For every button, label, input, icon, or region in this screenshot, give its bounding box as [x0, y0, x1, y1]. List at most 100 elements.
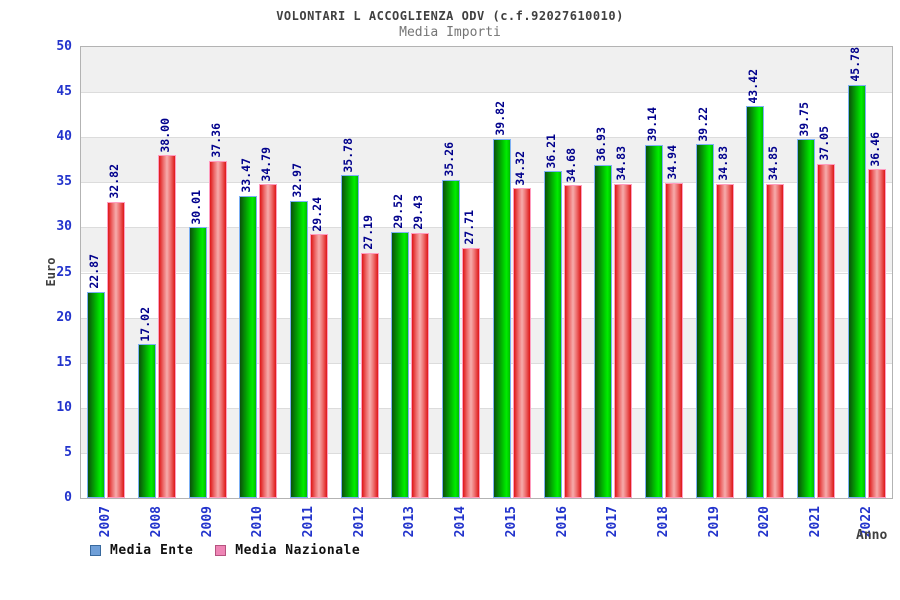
bar-value-label-media-nazionale-2017: 34.83 [614, 146, 629, 181]
bar-media-nazionale-2018 [664, 182, 683, 498]
bar-media-nazionale-2011 [310, 234, 329, 498]
bar-value-label-media-nazionale-2011: 29.24 [310, 196, 325, 232]
bar-value-label-media-ente-2018: 39.14 [644, 107, 659, 142]
gridline-45 [81, 92, 892, 93]
bar-media-ente-2020 [746, 106, 765, 498]
legend-swatch-media-nazionale-icon [215, 545, 227, 556]
x-tick-2014: 2014 [453, 506, 469, 538]
bar-value-label-media-nazionale-2019: 34.83 [715, 146, 730, 181]
bar-value-label-media-nazionale-2021: 37.05 [816, 126, 831, 161]
gridline-5 [81, 453, 892, 454]
bar-media-ente-2019 [695, 144, 714, 498]
bar-value-label-media-ente-2017: 36.93 [594, 127, 609, 162]
bar-value-label-media-nazionale-2014: 27.71 [462, 210, 477, 246]
gridline-35 [81, 182, 892, 183]
gridline-20 [81, 318, 892, 319]
gridline-10 [81, 408, 892, 409]
bar-media-nazionale-2012 [360, 252, 379, 498]
legend-swatch-media-ente-icon [90, 545, 101, 556]
x-tick-2013: 2013 [402, 506, 418, 538]
y-tick-15: 15 [56, 354, 72, 370]
y-tick-25: 25 [56, 264, 72, 280]
bar-media-nazionale-2022 [867, 169, 886, 498]
bar-media-ente-2021 [796, 139, 815, 498]
bar-value-label-media-ente-2010: 33.47 [239, 158, 254, 194]
bar-media-ente-2009 [188, 227, 207, 498]
x-tick-2008: 2008 [149, 506, 165, 538]
plot-area: 22.87 32.82 17.02 38.00 30.01 37.36 33.47 34.79… [80, 46, 893, 499]
bar-media-nazionale-2017 [614, 183, 633, 498]
bar-value-label-media-nazionale-2009: 37.36 [208, 123, 223, 159]
bar-value-label-media-nazionale-2022: 36.46 [867, 131, 882, 167]
bar-media-nazionale-2020 [766, 183, 785, 498]
y-tick-40: 40 [56, 129, 72, 145]
y-tick-30: 30 [56, 219, 72, 235]
bar-value-label-media-ente-2020: 43.42 [746, 68, 761, 104]
chart-subtitle: Media Importi [399, 25, 501, 40]
bar-media-nazionale-2013 [411, 232, 430, 498]
bar-media-nazionale-2019 [715, 183, 734, 498]
bar-media-nazionale-2021 [816, 163, 835, 498]
x-tick-2012: 2012 [351, 506, 367, 538]
bar-media-ente-2013 [391, 231, 410, 498]
x-axis-title: Anno [856, 528, 888, 543]
bar-value-label-media-nazionale-2020: 34.85 [766, 146, 781, 181]
gridline-25 [81, 273, 892, 274]
bar-media-ente-2012 [340, 175, 359, 498]
bar-media-nazionale-2015 [512, 188, 531, 498]
x-tick-2010: 2010 [250, 506, 266, 538]
x-tick-2017: 2017 [605, 506, 621, 538]
bar-value-label-media-nazionale-2018: 34.94 [664, 145, 679, 180]
y-tick-10: 10 [56, 399, 72, 415]
bar-media-ente-2016 [543, 171, 562, 498]
x-tick-2009: 2009 [199, 506, 215, 538]
bar-value-label-media-nazionale-2015: 34.32 [512, 150, 527, 186]
bar-value-label-media-nazionale-2012: 27.19 [360, 215, 375, 250]
bar-media-ente-2022 [847, 85, 866, 498]
y-tick-50: 50 [56, 39, 72, 54]
bar-media-ente-2018 [644, 144, 663, 498]
bar-media-ente-2014 [442, 179, 461, 498]
bar-media-nazionale-2007 [107, 201, 126, 498]
bar-media-ente-2011 [290, 200, 309, 498]
bar-value-label-media-nazionale-2016: 34.68 [563, 147, 578, 183]
bar-value-label-media-ente-2008: 17.02 [138, 306, 153, 342]
y-tick-35: 35 [56, 174, 72, 190]
y-tick-0: 0 [64, 490, 72, 505]
bar-media-nazionale-2016 [563, 185, 582, 498]
x-tick-2011: 2011 [301, 506, 317, 538]
gridline-30 [81, 227, 892, 228]
x-tick-2007: 2007 [98, 506, 114, 538]
grid-band-45-50 [81, 47, 892, 93]
gridline-15 [81, 363, 892, 364]
x-tick-2020: 2020 [757, 506, 773, 538]
x-tick-2019: 2019 [706, 506, 722, 538]
x-tick-2021: 2021 [807, 506, 823, 538]
bar-media-nazionale-2014 [462, 248, 481, 498]
bar-media-nazionale-2009 [208, 161, 227, 498]
bar-media-ente-2015 [492, 138, 511, 498]
legend-item-media-nazionale: Media Nazionale [215, 543, 360, 558]
bar-value-label-media-ente-2011: 32.97 [290, 163, 305, 198]
bar-media-ente-2007 [87, 291, 106, 498]
bar-value-label-media-ente-2021: 39.75 [796, 101, 811, 137]
x-tick-2016: 2016 [554, 506, 570, 538]
bar-value-label-media-ente-2019: 39.22 [695, 106, 710, 142]
y-tick-20: 20 [56, 309, 72, 325]
bar-value-label-media-ente-2012: 35.78 [340, 137, 355, 173]
bar-value-label-media-nazionale-2007: 32.82 [107, 164, 122, 199]
bar-media-ente-2008 [138, 344, 157, 498]
bar-value-label-media-ente-2016: 36.21 [543, 133, 558, 169]
legend-item-media-ente: Media Ente [90, 543, 193, 558]
x-tick-2015: 2015 [503, 506, 519, 538]
bar-media-nazionale-2010 [259, 184, 278, 498]
bar-value-label-media-ente-2007: 22.87 [87, 254, 102, 289]
bar-value-label-media-ente-2014: 35.26 [442, 142, 457, 177]
legend-label-media-ente: Media Ente [110, 543, 194, 558]
bar-value-label-media-ente-2013: 29.52 [391, 194, 406, 229]
bar-media-ente-2017 [594, 164, 613, 498]
gridline-40 [81, 137, 892, 138]
bar-media-nazionale-2008 [158, 155, 177, 498]
bar-value-label-media-nazionale-2010: 34.79 [259, 146, 274, 182]
